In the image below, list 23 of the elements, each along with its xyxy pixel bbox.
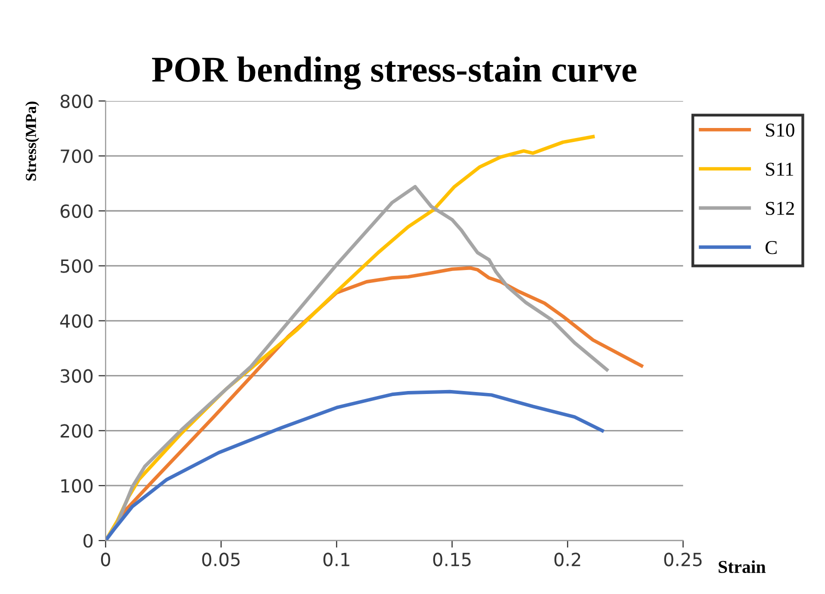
- x-tick-label: 0.25: [664, 552, 702, 566]
- x-axis-title: Strain: [718, 560, 766, 574]
- x-tick-label: 0.15: [433, 552, 471, 566]
- x-tick-label: 0.05: [202, 552, 240, 566]
- y-tick-label: 700: [60, 149, 93, 164]
- legend-label: S11: [766, 162, 794, 176]
- y-tick-label: 300: [60, 369, 93, 383]
- legend-label: S12: [766, 202, 794, 215]
- x-tick-label: 0.2: [554, 552, 580, 566]
- x-tick-label: 0: [101, 552, 110, 566]
- y-tick-label: 200: [60, 424, 93, 438]
- x-tick-label: 0.1: [323, 552, 350, 566]
- y-tick-label: 400: [60, 314, 93, 328]
- y-tick-label: 0: [83, 534, 93, 548]
- chart-title: POR bending stress-stain curve: [152, 56, 636, 90]
- legend-label: C: [766, 241, 777, 254]
- y-tick-label: 800: [60, 94, 93, 108]
- line-series: [106, 390, 604, 541]
- legend-label: S10: [766, 124, 794, 137]
- y-tick-label: 600: [60, 204, 93, 218]
- y-axis-title: Stress(MPa): [25, 102, 40, 181]
- y-tick-label: 100: [61, 479, 93, 493]
- y-tick-label: 500: [60, 259, 93, 273]
